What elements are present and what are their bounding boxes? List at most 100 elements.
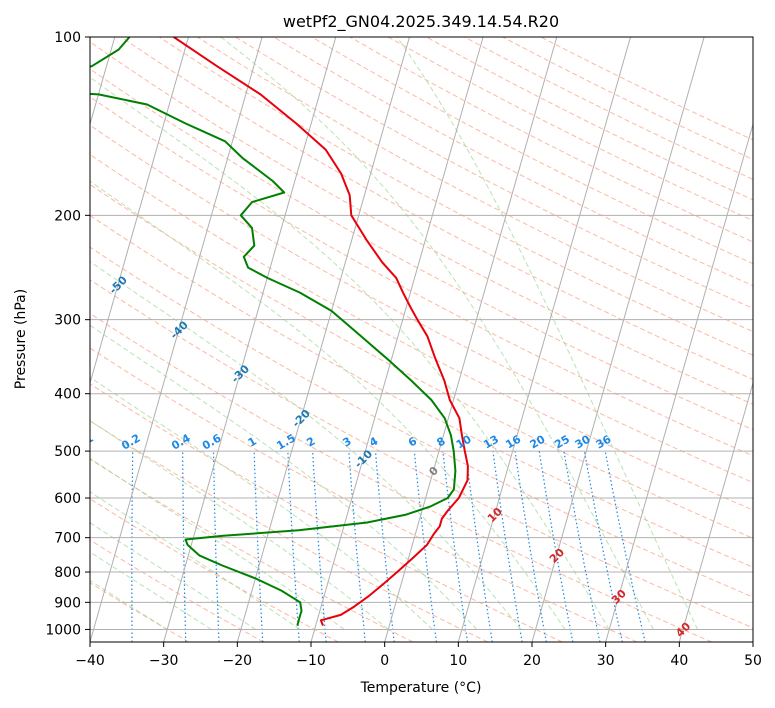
mixing-ratio-line xyxy=(604,450,646,642)
isotherm-line xyxy=(163,37,337,642)
moist-adiabat xyxy=(90,420,389,630)
mixing-ratio-line xyxy=(212,451,220,642)
moist-adiabat xyxy=(90,376,433,630)
y-tick-label: 1000 xyxy=(45,622,81,638)
dry-adiabat xyxy=(90,96,753,457)
moist-adiabat xyxy=(90,324,477,630)
mixing-ratio-label: 0.1 xyxy=(72,432,95,453)
dry-adiabat xyxy=(90,383,563,642)
isotherm-label: 40 xyxy=(673,620,693,640)
mixing-ratio-label: 30 xyxy=(573,432,593,451)
y-tick-label: 100 xyxy=(54,30,81,46)
isotherm-label: -40 xyxy=(168,318,191,341)
mixing-ratio-line xyxy=(514,451,547,642)
dry-adiabat xyxy=(90,68,753,431)
mixing-ratio-line xyxy=(563,450,601,642)
chart-title: wetPf2_GN04.2025.349.14.54.R20 xyxy=(283,12,559,32)
mixing-ratio-label: 4 xyxy=(367,434,380,449)
moist-adiabat xyxy=(90,457,345,630)
dry-adiabat xyxy=(90,420,488,642)
isotherm-label: -20 xyxy=(290,407,313,430)
mixing-ratio-label: 3 xyxy=(341,435,354,450)
moist-adiabat xyxy=(90,579,168,630)
x-tick-label: −10 xyxy=(296,653,326,669)
mixing-ratio-label: 13 xyxy=(481,433,501,452)
y-tick-label: 700 xyxy=(54,531,81,547)
y-tick-label: 300 xyxy=(54,313,81,329)
mixing-ratio-line xyxy=(253,451,264,642)
x-tick-label: 50 xyxy=(744,653,762,669)
line-labels: 0.10.20.40.611.52346810131620253036-100-… xyxy=(0,185,694,640)
y-axis-label: Pressure (hPa) xyxy=(13,289,29,389)
isotherm-line xyxy=(752,640,753,642)
y-tick-label: 400 xyxy=(54,387,81,403)
y-tick-label: 200 xyxy=(54,208,81,224)
mixing-ratio-line xyxy=(374,451,395,642)
y-tick-label: 900 xyxy=(54,595,81,611)
dry-adiabat xyxy=(197,37,753,333)
mixing-ratio-line xyxy=(442,451,469,642)
mixing-ratio-line xyxy=(465,451,493,642)
x-tick-label: 10 xyxy=(449,653,467,669)
dry-adiabat xyxy=(502,37,753,160)
x-tick-label: 20 xyxy=(523,653,541,669)
mixing-ratio-label: 6 xyxy=(406,434,419,449)
temperature-profile-line xyxy=(173,37,469,626)
mixing-ratio-label: 36 xyxy=(594,432,614,451)
dry-adiabat xyxy=(90,498,339,642)
dry-adiabat xyxy=(120,37,753,381)
isotherm-label: -70 xyxy=(0,185,8,208)
dry-adiabat xyxy=(426,37,753,201)
mixing-ratio-label: 10 xyxy=(454,432,474,451)
x-tick-label: 30 xyxy=(597,653,615,669)
isotherm-line xyxy=(236,37,410,642)
plot-frame xyxy=(89,36,754,643)
dry-adiabat xyxy=(90,183,753,539)
mixing-ratio-label: 2 xyxy=(304,435,317,450)
reference-curve xyxy=(0,37,2,642)
isotherm-line xyxy=(605,122,753,642)
dry-adiabat xyxy=(90,582,190,642)
dry-adiabat xyxy=(273,37,753,287)
dry-adiabat xyxy=(90,347,638,642)
isotherm-line xyxy=(310,37,484,642)
dry-adiabat xyxy=(90,279,753,629)
x-tick-label: −20 xyxy=(223,653,253,669)
moist-adiabat xyxy=(220,37,654,630)
mixing-ratio-label: 0.2 xyxy=(119,432,142,453)
mixing-ratio-line xyxy=(583,450,623,642)
mixing-ratio-line xyxy=(492,451,523,642)
mixing-ratio-label: 0.4 xyxy=(169,431,193,452)
mixing-ratio-line xyxy=(413,451,437,642)
mixing-ratio-line xyxy=(82,451,86,642)
isotherm-label: 20 xyxy=(547,546,567,566)
dry-adiabat xyxy=(540,37,753,141)
dry-adiabat xyxy=(464,37,753,180)
mixing-ratio-label: 16 xyxy=(503,432,523,451)
moist-adiabat xyxy=(396,37,699,630)
dry-adiabat xyxy=(90,153,753,511)
moist-adiabat xyxy=(90,522,256,630)
dry-adiabat xyxy=(90,458,414,642)
moist-adiabat xyxy=(90,260,522,630)
mixing-ratio-label: 0.6 xyxy=(200,431,224,452)
isotherm-line xyxy=(384,37,558,642)
mixing-ratio-label: 25 xyxy=(552,433,572,452)
dry-adiabat xyxy=(235,37,753,309)
dry-adiabat xyxy=(90,539,264,642)
isotherm-line xyxy=(90,37,263,642)
mixing-ratio-label: 20 xyxy=(528,432,548,451)
dry-adiabat xyxy=(90,312,712,642)
dewpoint-profile-line xyxy=(90,37,457,626)
x-tick-label: −40 xyxy=(75,653,105,669)
mixing-ratio-line xyxy=(131,451,134,642)
isotherm-line xyxy=(90,37,189,385)
dry-adiabat xyxy=(90,41,753,405)
axes: −40 −30 −20 −10 0 10 20 30 40 5010020030040050060… xyxy=(45,30,762,669)
moist-adiabat xyxy=(90,180,566,630)
y-tick-label: 800 xyxy=(54,565,81,581)
dry-adiabat xyxy=(158,37,753,356)
x-tick-label: 40 xyxy=(670,653,688,669)
mixing-ratio-label: 1.5 xyxy=(274,432,297,453)
